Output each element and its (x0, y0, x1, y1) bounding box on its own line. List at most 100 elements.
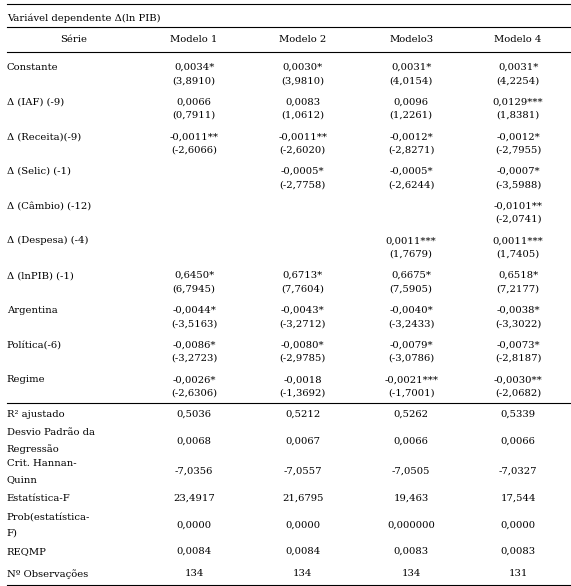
Text: 0,0000: 0,0000 (285, 520, 320, 529)
Text: Δ (Despesa) (-4): Δ (Despesa) (-4) (7, 236, 89, 246)
Text: 0,6675*: 0,6675* (391, 271, 431, 280)
Text: Estatística-F: Estatística-F (7, 493, 71, 503)
Text: Regime: Regime (7, 375, 46, 384)
Text: -0,0086*: -0,0086* (172, 340, 216, 350)
Text: (-2,7955): (-2,7955) (495, 145, 541, 155)
Text: -7,0557: -7,0557 (283, 467, 322, 476)
Text: 0,0031*: 0,0031* (391, 63, 431, 72)
Text: (-3,2723): (-3,2723) (171, 354, 218, 363)
Text: 23,4917: 23,4917 (173, 493, 215, 503)
Text: (-3,3022): (-3,3022) (495, 319, 541, 328)
Text: -0,0101**: -0,0101** (494, 202, 542, 211)
Text: (-2,0741): (-2,0741) (495, 215, 541, 224)
Text: (1,7405): (1,7405) (497, 250, 540, 258)
Text: (-2,0682): (-2,0682) (495, 389, 541, 397)
Text: -7,0327: -7,0327 (499, 467, 537, 476)
Text: (1,8381): (1,8381) (497, 111, 540, 120)
Text: (1,2261): (1,2261) (389, 111, 433, 120)
Text: (-1,7001): (-1,7001) (388, 389, 435, 397)
Text: Prob(estatística-: Prob(estatística- (7, 512, 90, 521)
Text: 17,544: 17,544 (500, 493, 536, 503)
Text: 0,0096: 0,0096 (393, 98, 429, 107)
Text: 0,6450*: 0,6450* (174, 271, 214, 280)
Text: Constante: Constante (7, 63, 58, 72)
Text: Desvio Padrão da: Desvio Padrão da (7, 428, 95, 437)
Text: 0,0066: 0,0066 (501, 437, 536, 445)
Text: -0,0079*: -0,0079* (389, 340, 433, 350)
Text: -0,0040*: -0,0040* (389, 306, 433, 315)
Text: Modelo 4: Modelo 4 (494, 35, 542, 45)
Text: -0,0005*: -0,0005* (389, 167, 433, 176)
Text: 21,6795: 21,6795 (282, 493, 323, 503)
Text: Δ (Receita)(-9): Δ (Receita)(-9) (7, 132, 81, 141)
Text: 0,0011***: 0,0011*** (493, 236, 544, 246)
Text: 0,0084: 0,0084 (176, 547, 212, 556)
Text: 131: 131 (509, 569, 528, 578)
Text: 0,0034*: 0,0034* (174, 63, 214, 72)
Text: -0,0021***: -0,0021*** (384, 375, 438, 384)
Text: (-1,3692): (-1,3692) (279, 389, 326, 397)
Text: 0,0083: 0,0083 (501, 547, 536, 556)
Text: 0,5339: 0,5339 (501, 410, 536, 419)
Text: Argentina: Argentina (7, 306, 58, 315)
Text: (7,7604): (7,7604) (281, 284, 324, 294)
Text: Δ (Selic) (-1): Δ (Selic) (-1) (7, 167, 71, 176)
Text: (-3,2712): (-3,2712) (279, 319, 326, 328)
Text: -0,0018: -0,0018 (283, 375, 322, 384)
Text: (6,7945): (6,7945) (172, 284, 216, 294)
Text: (7,5905): (7,5905) (389, 284, 433, 294)
Text: 0,5036: 0,5036 (176, 410, 212, 419)
Text: (3,9810): (3,9810) (281, 76, 324, 85)
Text: (3,8910): (3,8910) (172, 76, 216, 85)
Text: (-2,6020): (-2,6020) (280, 145, 325, 155)
Text: -0,0011**: -0,0011** (278, 132, 327, 141)
Text: -0,0043*: -0,0043* (281, 306, 324, 315)
Text: Política(-6): Política(-6) (7, 340, 62, 350)
Text: 0,5212: 0,5212 (285, 410, 320, 419)
Text: REQMP: REQMP (7, 547, 47, 556)
Text: 0,6518*: 0,6518* (498, 271, 538, 280)
Text: Série: Série (60, 35, 87, 45)
Text: -0,0030**: -0,0030** (494, 375, 542, 384)
Text: 0,0083: 0,0083 (285, 98, 320, 107)
Text: 134: 134 (184, 569, 204, 578)
Text: (-2,8271): (-2,8271) (388, 145, 435, 155)
Text: -0,0007*: -0,0007* (496, 167, 540, 176)
Text: (-2,7758): (-2,7758) (279, 180, 326, 189)
Text: -0,0012*: -0,0012* (496, 132, 540, 141)
Text: (0,7911): (0,7911) (172, 111, 216, 120)
Text: (4,2254): (4,2254) (497, 76, 540, 85)
Text: -0,0038*: -0,0038* (496, 306, 540, 315)
Text: 134: 134 (293, 569, 312, 578)
Text: Quinn: Quinn (7, 475, 38, 484)
Text: 0,0129***: 0,0129*** (493, 98, 544, 107)
Text: 0,0066: 0,0066 (176, 98, 212, 107)
Text: 0,0000: 0,0000 (501, 520, 536, 529)
Text: R² ajustado: R² ajustado (7, 410, 65, 419)
Text: 19,463: 19,463 (393, 493, 429, 503)
Text: 0,5262: 0,5262 (393, 410, 429, 419)
Text: 0,0000: 0,0000 (176, 520, 212, 529)
Text: (-2,6066): (-2,6066) (171, 145, 217, 155)
Text: (1,0612): (1,0612) (281, 111, 324, 120)
Text: -0,0026*: -0,0026* (172, 375, 216, 384)
Text: (-2,6244): (-2,6244) (388, 180, 435, 189)
Text: Regressão: Regressão (7, 444, 59, 454)
Text: -0,0073*: -0,0073* (496, 340, 540, 350)
Text: -0,0044*: -0,0044* (172, 306, 216, 315)
Text: 0,0067: 0,0067 (285, 437, 320, 445)
Text: 0,6713*: 0,6713* (283, 271, 323, 280)
Text: (-3,0786): (-3,0786) (388, 354, 434, 363)
Text: (-3,5163): (-3,5163) (171, 319, 218, 328)
Text: (-2,8187): (-2,8187) (495, 354, 541, 363)
Text: -0,0011**: -0,0011** (170, 132, 219, 141)
Text: (-2,9785): (-2,9785) (279, 354, 326, 363)
Text: Nº Observações: Nº Observações (7, 569, 88, 578)
Text: -0,0005*: -0,0005* (281, 167, 324, 176)
Text: Δ (lnPIB) (-1): Δ (lnPIB) (-1) (7, 271, 74, 280)
Text: 0,0031*: 0,0031* (498, 63, 538, 72)
Text: Δ (Câmbio) (-12): Δ (Câmbio) (-12) (7, 202, 91, 211)
Text: Modelo3: Modelo3 (389, 35, 433, 45)
Text: -0,0080*: -0,0080* (281, 340, 324, 350)
Text: Modelo 1: Modelo 1 (171, 35, 218, 45)
